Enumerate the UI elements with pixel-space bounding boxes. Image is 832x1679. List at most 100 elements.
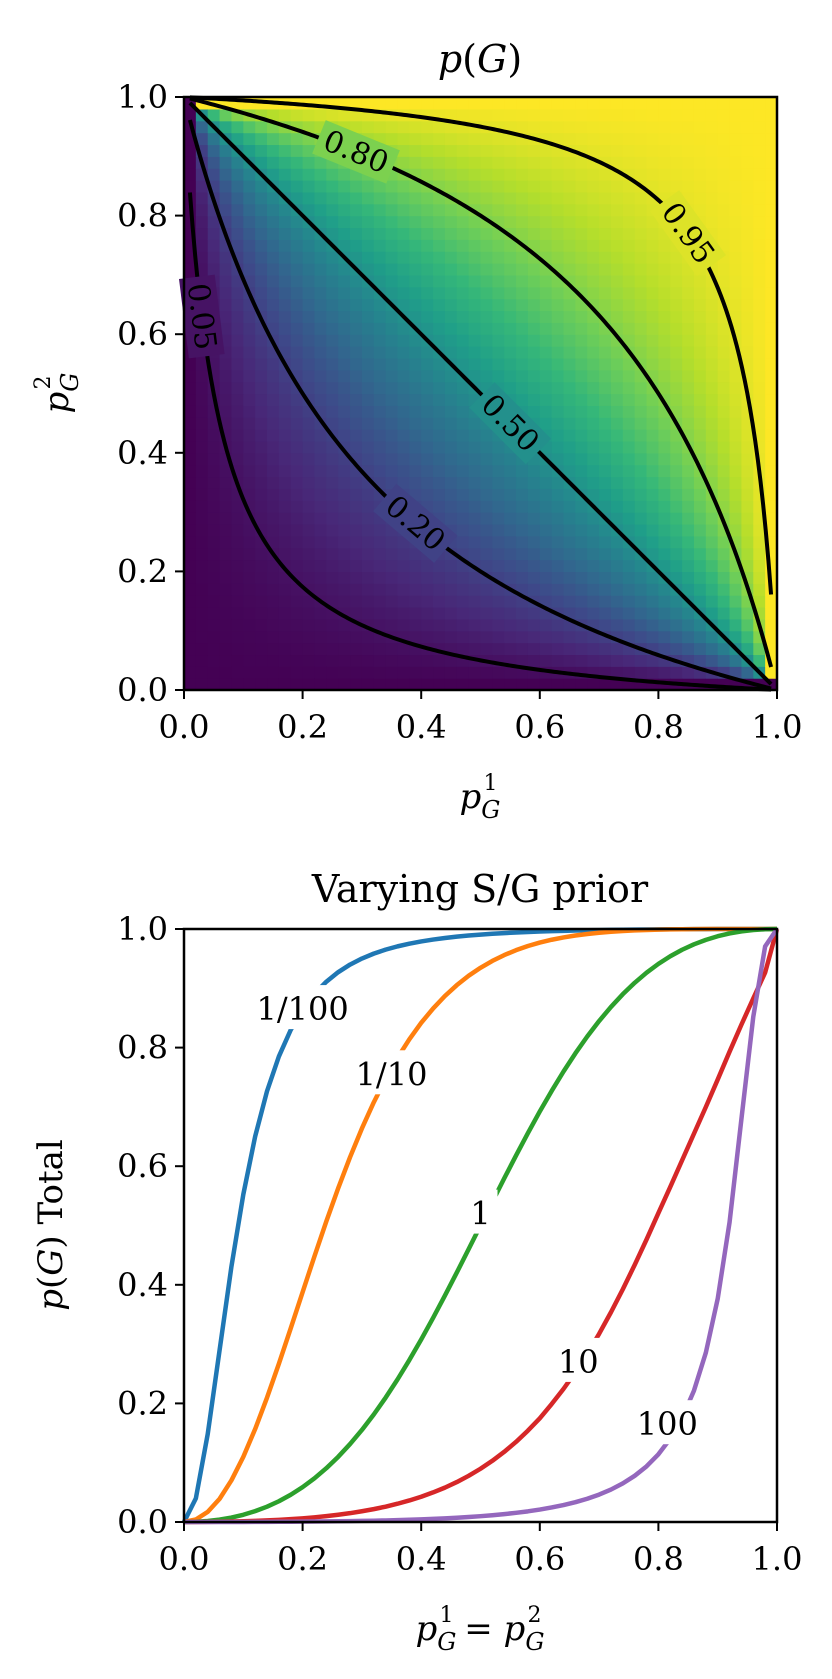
heatmap-cell (207, 263, 221, 276)
heatmap-cell (302, 108, 316, 122)
heatmap-cell (563, 595, 576, 608)
heatmap-cell (219, 180, 233, 193)
heatmap-cell (575, 322, 588, 335)
heatmap-cell (741, 476, 754, 489)
heatmap-cell (231, 512, 244, 525)
heatmap-cell (373, 429, 387, 442)
heatmap-cell (255, 180, 268, 193)
heatmap-cell (646, 452, 659, 466)
heatmap-cell (765, 239, 778, 252)
heatmap-cell (753, 263, 766, 276)
heatmap-cell (516, 630, 529, 644)
heatmap-cell (575, 642, 588, 656)
heatmap-cell (610, 203, 624, 217)
heatmap-cell (717, 191, 731, 205)
heatmap-cell (539, 571, 553, 584)
y-tick-label: 0.4 (117, 434, 168, 472)
heatmap-cell (634, 630, 648, 644)
heatmap-cell (267, 618, 280, 632)
heatmap-cell (622, 369, 636, 383)
heatmap-cell (278, 654, 292, 667)
heatmap-cell (361, 346, 375, 359)
heatmap-cell (409, 286, 422, 300)
heatmap-cell (195, 429, 209, 442)
heatmap-cell (243, 547, 256, 561)
heatmap-cell (729, 654, 743, 667)
heatmap-cell (587, 97, 600, 110)
heatmap-cell (504, 286, 517, 300)
contour-label-gap (178, 274, 225, 359)
heatmap-cell (456, 583, 470, 596)
heatmap-cell (409, 571, 422, 584)
heatmap-cell (219, 156, 233, 169)
heatmap-cell (587, 571, 600, 584)
heatmap-cell (433, 666, 446, 679)
heatmap-cell (622, 666, 636, 679)
heatmap-cell (350, 393, 363, 406)
heatmap-cell (409, 263, 422, 276)
heatmap-cell (575, 180, 588, 193)
heatmap-cell (361, 488, 375, 501)
heatmap-cell (433, 251, 446, 264)
heatmap-cell (563, 346, 576, 359)
heatmap-cell (563, 357, 576, 371)
heatmap-cell (634, 97, 648, 110)
heatmap-cell (480, 488, 493, 501)
heatmap-cell (527, 180, 541, 193)
heatmap-cell (468, 144, 482, 157)
heatmap-cell (302, 464, 316, 478)
heatmap-cell (255, 583, 268, 596)
heatmap-cell (622, 286, 636, 300)
heatmap-cell (516, 618, 529, 632)
heatmap-cell (456, 405, 470, 418)
heatmap-cell (670, 512, 683, 525)
heatmap-cell (587, 464, 600, 478)
heatmap-cell (278, 381, 292, 395)
heatmap-cell (599, 500, 612, 513)
heatmap-cell (456, 132, 470, 146)
heatmap-cell (717, 144, 731, 157)
heatmap-cell (480, 666, 493, 679)
heatmap-cell (741, 630, 754, 644)
heatmap-cell (361, 535, 375, 549)
heatmap-cell (753, 97, 766, 110)
heatmap-cell (646, 322, 659, 335)
heatmap-cell (717, 642, 731, 656)
heatmap-cell (693, 346, 707, 359)
heatmap-cell (634, 381, 648, 395)
heatmap-cell (575, 227, 588, 240)
heatmap-cell (255, 156, 268, 169)
heatmap-cell (468, 108, 482, 122)
heatmap-cell (433, 440, 446, 454)
heatmap-cell (587, 595, 600, 608)
heatmap-cell (385, 583, 399, 596)
heatmap-cell (670, 500, 683, 513)
heatmap-cell (551, 452, 565, 466)
heatmap-cell (255, 381, 268, 395)
heatmap-cell (302, 571, 316, 584)
heatmap-cell (385, 559, 399, 572)
heatmap-cell (433, 476, 446, 489)
heatmap-cell (539, 488, 553, 501)
heatmap-cell (385, 286, 399, 300)
heatmap-cell (527, 156, 541, 169)
heatmap-cell (444, 476, 458, 489)
heatmap-cell (682, 274, 695, 288)
heatmap-cell (468, 239, 482, 252)
heatmap-cell (480, 263, 493, 276)
heatmap-cell (765, 298, 778, 312)
heatmap-cell (480, 108, 493, 122)
heatmap-cell (219, 357, 233, 371)
heatmap-cell (444, 274, 458, 288)
heatmap-cell (385, 274, 399, 288)
heatmap-cell (539, 203, 553, 217)
heatmap-cell (587, 346, 600, 359)
heatmap-cell (599, 488, 612, 501)
heatmap-cell (433, 583, 446, 596)
heatmap-cell (278, 464, 292, 478)
heatmap-cell (658, 286, 671, 300)
heatmap-cell (729, 666, 743, 679)
heatmap-cell (290, 666, 304, 679)
heatmap-cell (670, 630, 683, 644)
